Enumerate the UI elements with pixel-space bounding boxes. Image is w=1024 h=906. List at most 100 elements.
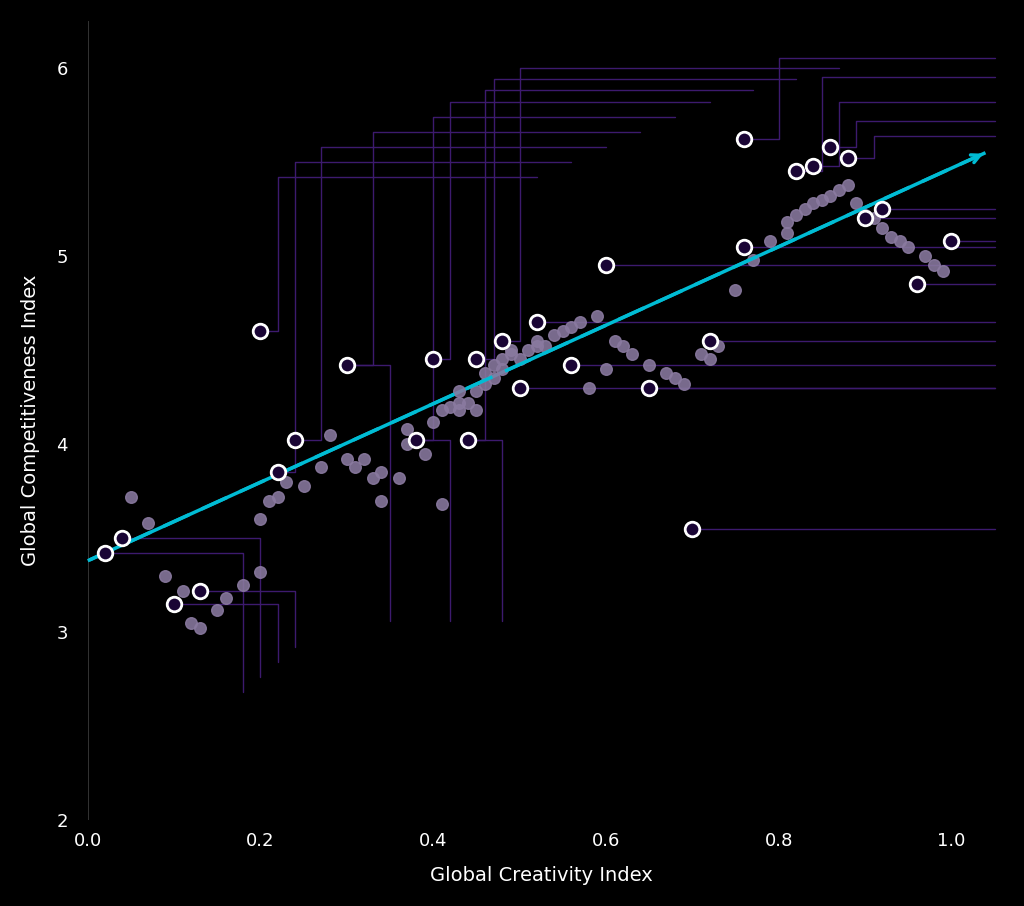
Point [460, 433, 476, 448]
Point [701, 352, 718, 367]
Point [166, 597, 182, 612]
Point [779, 215, 796, 229]
Point [546, 328, 562, 342]
Point [339, 452, 355, 467]
Point [727, 283, 743, 297]
Point [797, 202, 813, 217]
Point [684, 522, 700, 536]
Point [390, 471, 407, 486]
Point [935, 264, 951, 278]
Point [408, 433, 424, 448]
Point [495, 352, 511, 367]
Point [183, 615, 200, 630]
Point [805, 159, 821, 173]
Point [822, 140, 839, 154]
Point [356, 452, 373, 467]
Point [528, 333, 545, 348]
Point [589, 309, 605, 323]
Point [261, 494, 278, 508]
Point [710, 339, 726, 353]
Point [417, 447, 433, 461]
Point [477, 365, 494, 380]
Point [520, 342, 537, 357]
Point [658, 365, 675, 380]
Point [191, 622, 208, 636]
Point [667, 371, 683, 386]
Point [701, 333, 718, 348]
Point [528, 339, 545, 353]
Point [468, 384, 484, 399]
Point [347, 459, 364, 474]
Point [503, 342, 519, 357]
Point [787, 207, 804, 222]
Y-axis label: Global Competitiveness Index: Global Competitiveness Index [20, 275, 40, 566]
Point [279, 475, 295, 489]
Point [269, 489, 286, 504]
Point [451, 403, 467, 418]
Point [814, 192, 830, 207]
Point [269, 465, 286, 479]
Point [114, 531, 130, 545]
Point [312, 459, 329, 474]
Point [97, 546, 114, 561]
Point [495, 361, 511, 376]
Point [296, 478, 312, 493]
Point [503, 347, 519, 361]
Point [615, 339, 632, 353]
Point [555, 324, 571, 339]
Point [571, 314, 588, 329]
Point [641, 381, 657, 395]
Point [865, 211, 882, 226]
Point [840, 178, 856, 192]
Point [252, 564, 268, 579]
Point [140, 516, 157, 530]
Point [460, 396, 476, 410]
Point [857, 211, 873, 226]
Point [926, 258, 942, 273]
Point [234, 578, 251, 593]
Point [408, 433, 424, 448]
Point [883, 230, 899, 245]
Point [762, 234, 778, 248]
Point [736, 239, 753, 254]
Point [900, 239, 916, 254]
Point [373, 465, 389, 479]
Point [425, 352, 441, 367]
Point [598, 258, 614, 273]
Point [563, 320, 580, 334]
Point [495, 333, 511, 348]
Point [857, 207, 873, 222]
Point [563, 358, 580, 372]
Point [123, 489, 139, 504]
Point [451, 384, 467, 399]
Point [425, 414, 441, 429]
Point [787, 164, 804, 178]
Point [581, 381, 597, 395]
Point [339, 358, 355, 372]
Point [451, 396, 467, 410]
Point [477, 377, 494, 391]
Point [252, 324, 268, 339]
Point [442, 400, 459, 414]
Point [528, 314, 545, 329]
Point [943, 234, 959, 248]
Point [373, 494, 389, 508]
Point [874, 220, 891, 235]
Point [908, 277, 925, 292]
Point [511, 352, 527, 367]
Point [468, 403, 484, 418]
Point [468, 352, 484, 367]
Point [365, 471, 381, 486]
Point [918, 249, 934, 264]
Point [624, 347, 640, 361]
Point [191, 583, 208, 598]
Point [399, 422, 416, 437]
Point [692, 347, 709, 361]
Point [209, 602, 225, 617]
Point [779, 226, 796, 241]
Point [641, 358, 657, 372]
Point [511, 381, 527, 395]
Point [538, 339, 554, 353]
Point [848, 196, 864, 210]
Point [485, 371, 502, 386]
